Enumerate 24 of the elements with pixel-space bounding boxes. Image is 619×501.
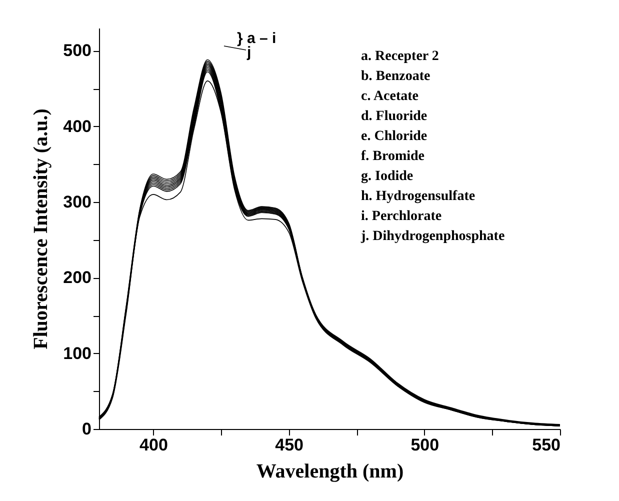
x-tick-label: 450 <box>275 436 304 454</box>
annotation: } a – i <box>237 30 276 47</box>
y-axis-title: Fluorescence Intensity (a.u.) <box>30 108 52 350</box>
y-tick-label: 500 <box>63 41 92 60</box>
annotation: f. Bromide <box>361 149 425 164</box>
y-tick-label: 200 <box>63 268 92 288</box>
annotation: h. Hydrogensulfate <box>361 189 476 204</box>
x-tick-label: 550 <box>532 436 560 454</box>
annotation: j <box>246 44 252 61</box>
annotation: i. Perchlorate <box>361 209 442 224</box>
annotation: a. Recepter 2 <box>361 49 439 64</box>
annotation: c. Acetate <box>361 89 419 104</box>
annotation: e. Chloride <box>361 129 428 144</box>
annotation: g. Iodide <box>361 169 414 184</box>
x-tick-label: 400 <box>140 436 168 454</box>
y-tick-label: 100 <box>63 344 92 363</box>
y-tick-label: 0 <box>82 420 92 438</box>
annotation: d. Fluoride <box>361 109 428 124</box>
y-tick-label: 400 <box>63 116 92 136</box>
x-axis-title: Wavelength (nm) <box>256 460 404 482</box>
annotation: j. Dihydrogenphosphate <box>360 229 505 244</box>
annotation: b. Benzoate <box>361 69 430 84</box>
x-tick-label: 500 <box>410 436 440 454</box>
y-tick-label: 300 <box>63 192 92 212</box>
